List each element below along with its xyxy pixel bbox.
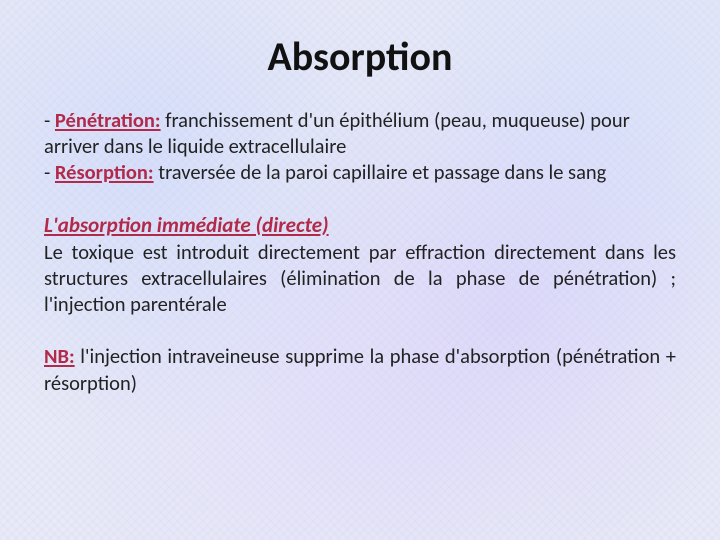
note-label: NB: <box>44 343 75 369</box>
definition-resorption-text: traversée de la paroi capillaire et pass… <box>154 159 607 185</box>
section-direct-absorption: L'absorption immédiate (directe) Le toxi… <box>44 212 676 318</box>
dash: - <box>44 107 55 133</box>
note-block: NB: l'injection intraveineuse supprime l… <box>44 343 676 395</box>
section-heading: L'absorption immédiate (directe) <box>44 212 329 238</box>
section-body: Le toxique est introduit directement par… <box>44 239 676 318</box>
dash: - <box>44 159 55 185</box>
definitions-block: - Pénétration: franchissement d'un épith… <box>44 107 676 186</box>
note-body: l'injection intraveineuse supprime la ph… <box>44 343 676 395</box>
page-title: Absorption <box>44 32 676 81</box>
term-penetration: Pénétration: <box>55 107 161 133</box>
definition-penetration: - Pénétration: franchissement d'un épith… <box>44 107 676 159</box>
definition-resorption: - Résorption: traversée de la paroi capi… <box>44 159 676 185</box>
term-resorption: Résorption: <box>55 159 154 185</box>
